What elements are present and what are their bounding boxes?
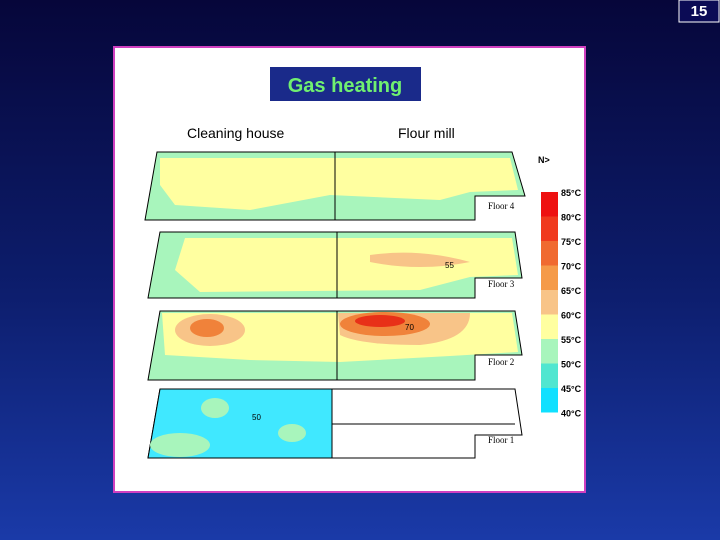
legend-label: 50°C — [561, 360, 582, 370]
building-label: Cleaning house — [187, 125, 285, 141]
legend-label: 85°C — [561, 188, 582, 198]
legend-label: 65°C — [561, 286, 582, 296]
floor-2: 70 Floor 2 — [147, 310, 523, 381]
contour-label: 70 — [405, 323, 414, 332]
legend-label: 80°C — [561, 213, 582, 223]
floor-1: 50 Floor 1 — [147, 388, 523, 459]
contour-label: 50 — [252, 413, 261, 422]
page-number: 15 — [691, 3, 708, 20]
title-box — [270, 67, 421, 101]
legend-swatch — [541, 339, 558, 364]
legend-swatch — [541, 216, 558, 241]
floor-label: Floor 1 — [488, 435, 514, 445]
legend-swatch — [541, 314, 558, 339]
legend: 85°C 80°C 75°C 70°C 65°C 60°C 55°C 50°C 45°C 40°C — [541, 188, 582, 419]
legend-swatch — [541, 265, 558, 290]
legend-label: 40°C — [561, 409, 582, 419]
legend-swatch — [541, 192, 558, 217]
floor-label: Floor 3 — [488, 279, 515, 289]
legend-swatch — [541, 290, 558, 315]
legend-label: 70°C — [561, 262, 582, 272]
legend-label: 60°C — [561, 311, 582, 321]
title: Gas heating — [288, 75, 402, 97]
legend-swatch — [541, 241, 558, 266]
legend-label: 45°C — [561, 384, 582, 394]
north-arrow: N> — [538, 155, 550, 165]
building-label: Flour mill — [398, 125, 455, 141]
legend-swatch — [541, 363, 558, 388]
legend-label: 75°C — [561, 237, 582, 247]
floor-label: Floor 4 — [488, 201, 515, 211]
legend-swatch — [541, 388, 558, 413]
floor-3: 55 Floor 3 — [147, 231, 523, 299]
legend-label: 55°C — [561, 335, 582, 345]
page-box — [678, 0, 720, 23]
floor-label: Floor 2 — [488, 357, 514, 367]
floor-4: Floor 4 — [144, 151, 526, 221]
contour-label: 55 — [445, 261, 454, 270]
